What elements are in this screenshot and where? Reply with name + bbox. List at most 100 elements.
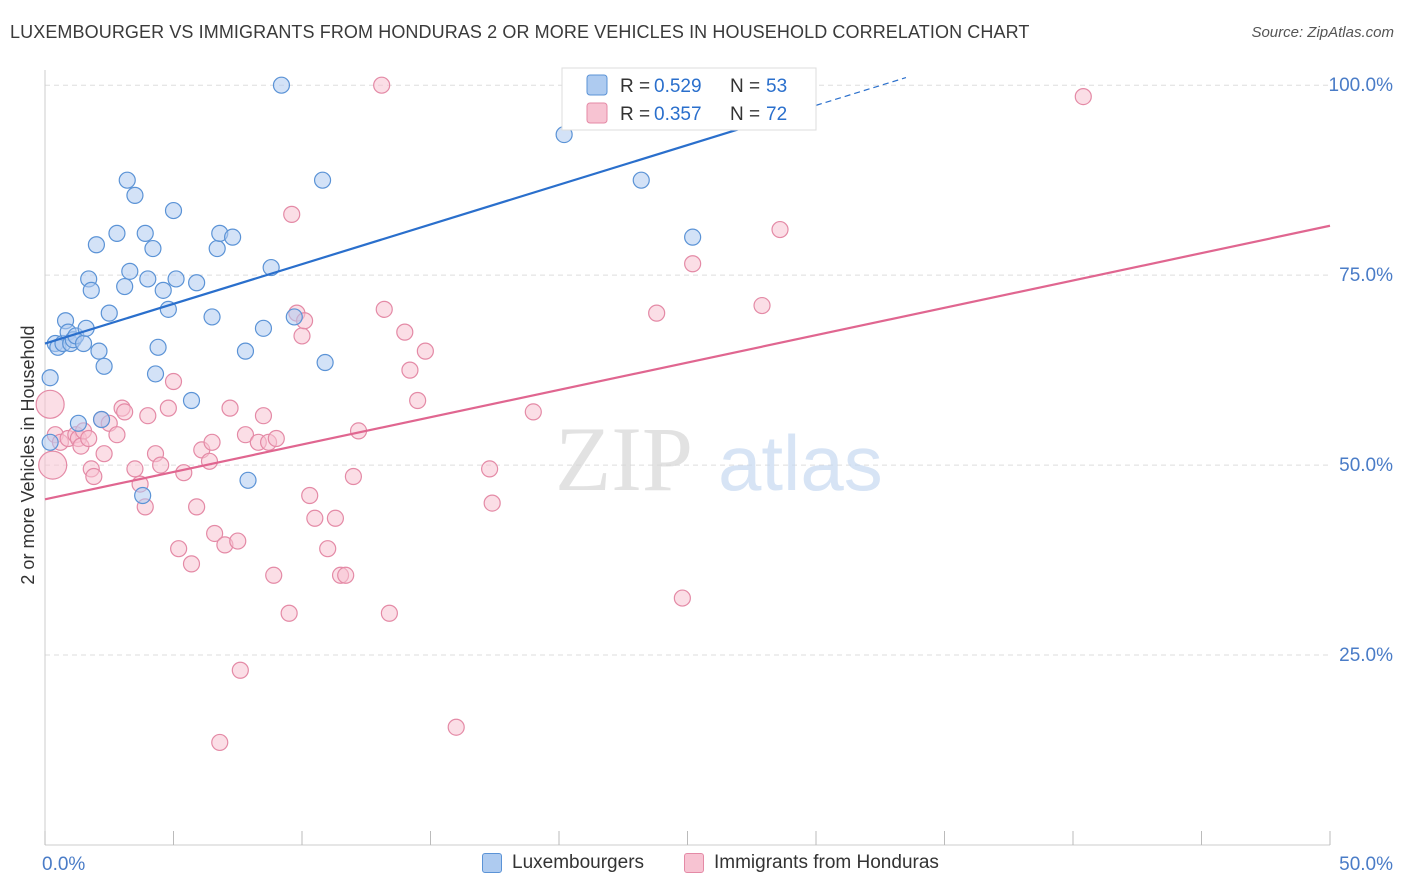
honduras-point <box>280 604 298 622</box>
honduras-point <box>206 524 224 543</box>
honduras-trend-line <box>44 224 1331 501</box>
luxembourger-point <box>208 239 226 258</box>
legend-n-value-1: 53 <box>766 76 787 97</box>
luxembourger-point <box>149 338 167 356</box>
luxembourger-point <box>203 308 221 326</box>
honduras-point <box>116 403 134 421</box>
watermark-atlas: atlas <box>718 419 883 507</box>
watermark: ZIP atlas <box>555 408 883 510</box>
honduras-point <box>35 389 65 419</box>
x-tick-label: 0.0% <box>42 854 85 875</box>
luxembourger-point <box>41 369 59 387</box>
luxembourger-point <box>182 391 201 410</box>
honduras-point <box>344 467 362 486</box>
honduras-point <box>483 494 501 512</box>
legend-swatch-blue <box>586 74 608 96</box>
luxembourgers-trend-line <box>44 104 817 345</box>
luxembourger-point <box>316 353 334 372</box>
honduras-point <box>254 407 273 425</box>
honduras-point <box>684 255 702 273</box>
luxembourger-point <box>74 334 93 353</box>
honduras-point <box>380 604 398 622</box>
honduras-point <box>126 460 144 478</box>
honduras-point <box>481 460 499 478</box>
luxembourger-point <box>69 414 88 432</box>
legend-item-honduras: Immigrants from Honduras <box>684 852 939 874</box>
honduras-point <box>319 540 337 558</box>
trend-lines <box>44 77 1331 501</box>
luxembourger-point <box>632 171 650 189</box>
luxembourger-point <box>139 270 157 288</box>
honduras-point <box>231 661 249 679</box>
legend-n-label-1: N = <box>730 76 760 97</box>
luxembourger-point <box>136 224 154 242</box>
honduras-point <box>152 456 170 474</box>
luxembourger-point <box>164 201 183 220</box>
honduras-point <box>416 342 434 360</box>
luxembourger-point <box>239 471 257 489</box>
honduras-point <box>265 566 283 584</box>
luxembourger-point <box>167 270 185 288</box>
luxembourger-point <box>41 433 59 451</box>
honduras-point <box>337 566 355 584</box>
legend-bottom: Luxembourgers Immigrants from Honduras <box>0 852 1406 878</box>
luxembourger-point <box>90 342 108 360</box>
luxembourger-point <box>272 76 291 94</box>
honduras-point <box>375 300 393 318</box>
luxembourger-point <box>224 228 242 246</box>
y-tick-label: 100.0% <box>1329 75 1394 96</box>
honduras-point <box>221 399 239 417</box>
honduras-point <box>306 509 324 527</box>
honduras-point <box>200 452 219 470</box>
honduras-point <box>293 327 311 345</box>
luxembourger-point <box>146 365 165 383</box>
honduras-point <box>164 372 183 391</box>
honduras-point <box>301 486 319 505</box>
honduras-point <box>85 467 103 486</box>
honduras-point <box>80 429 98 448</box>
luxembourger-point <box>188 274 206 292</box>
honduras-point <box>648 304 666 322</box>
honduras-point <box>139 407 157 425</box>
luxembourger-point <box>285 308 303 326</box>
honduras-point <box>267 429 285 448</box>
honduras-point <box>170 540 188 558</box>
luxembourger-point <box>100 304 118 322</box>
legend-label-honduras: Immigrants from Honduras <box>714 852 939 873</box>
x-tick-labels: 0.0% 50.0% <box>42 854 1393 875</box>
luxembourger-point <box>144 239 162 258</box>
luxembourger-point <box>108 224 126 242</box>
watermark-zip: ZIP <box>555 408 693 510</box>
y-tick-label: 50.0% <box>1339 455 1393 476</box>
luxembourgers-trend-extension <box>815 77 907 106</box>
luxembourger-point <box>134 486 152 505</box>
luxembourger-point <box>121 262 139 280</box>
honduras-point <box>326 509 345 527</box>
honduras-point <box>188 498 206 516</box>
legend-swatch-honduras <box>684 853 704 873</box>
grid-lines <box>45 84 1330 656</box>
honduras-point <box>409 391 427 410</box>
luxembourger-point <box>118 171 136 189</box>
honduras-point <box>229 532 247 550</box>
luxembourger-point <box>95 357 113 375</box>
legend-swatch-luxembourgers <box>482 853 502 873</box>
legend-swatch-pink <box>586 102 608 124</box>
honduras-point <box>203 433 221 451</box>
luxembourger-point <box>154 281 172 299</box>
honduras-point <box>38 450 68 480</box>
legend-r-value-1: 0.529 <box>654 76 702 97</box>
honduras-point <box>108 426 126 444</box>
honduras-point <box>283 205 301 223</box>
honduras-point <box>1074 87 1092 106</box>
legend-n-label-2: N = <box>730 104 760 125</box>
honduras-point <box>401 361 419 379</box>
luxembourger-point <box>313 171 332 189</box>
y-tick-label: 75.0% <box>1339 265 1393 286</box>
legend-r-value-2: 0.357 <box>654 104 702 125</box>
luxembourger-point <box>82 281 100 299</box>
y-tick-labels: 25.0% 50.0% 75.0% 100.0% <box>1329 75 1394 666</box>
luxembourger-point <box>126 186 144 204</box>
legend-n-value-2: 72 <box>766 104 787 125</box>
chart-title: LUXEMBOURGER VS IMMIGRANTS FROM HONDURAS… <box>10 22 1030 42</box>
